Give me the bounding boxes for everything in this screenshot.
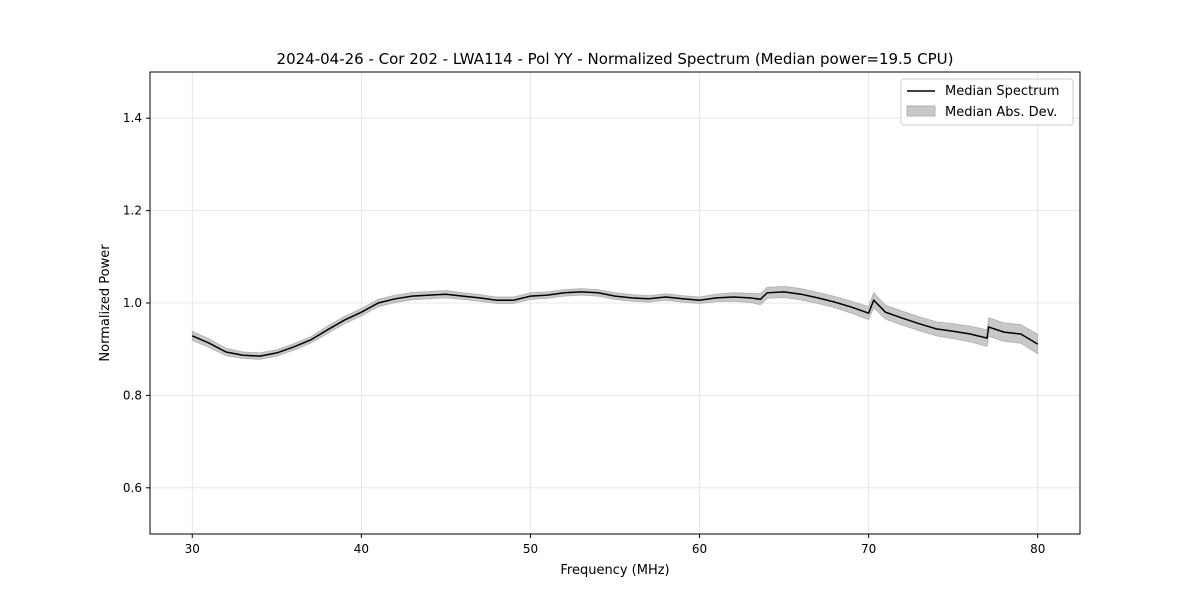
y-tick-label: 0.8: [123, 388, 142, 402]
y-axis-label: Normalized Power: [98, 244, 113, 362]
x-tick-label: 40: [354, 542, 369, 556]
median-spectrum-line: [191, 291, 1039, 357]
legend: Median Spectrum Median Abs. Dev.: [900, 78, 1074, 126]
y-tick-label: 1.4: [123, 111, 142, 125]
y-tick-label: 1.0: [123, 296, 142, 310]
y-tick-label: 0.6: [123, 481, 142, 495]
legend-median-abs-dev: Median Abs. Dev.: [945, 105, 1057, 120]
mad-band: [191, 285, 1039, 360]
x-tick-label: 60: [692, 542, 707, 556]
x-axis-label: Frequency (MHz): [560, 563, 669, 578]
x-tick-label: 70: [861, 542, 876, 556]
chart-title: 2024-04-26 - Cor 202 - LWA114 - Pol YY -…: [277, 50, 954, 68]
x-tick-label: 50: [523, 542, 538, 556]
x-tick-label: 30: [185, 542, 200, 556]
x-tick-label: 80: [1030, 542, 1045, 556]
y-tick-label: 1.2: [123, 204, 142, 218]
legend-median-spectrum: Median Spectrum: [945, 84, 1059, 99]
axis-ticks: 30 40 50 60 70 80 0.6 0.8 1.0 1.2 1.4: [123, 111, 1045, 556]
legend-box: [900, 78, 1074, 126]
legend-band-swatch: [906, 105, 936, 117]
